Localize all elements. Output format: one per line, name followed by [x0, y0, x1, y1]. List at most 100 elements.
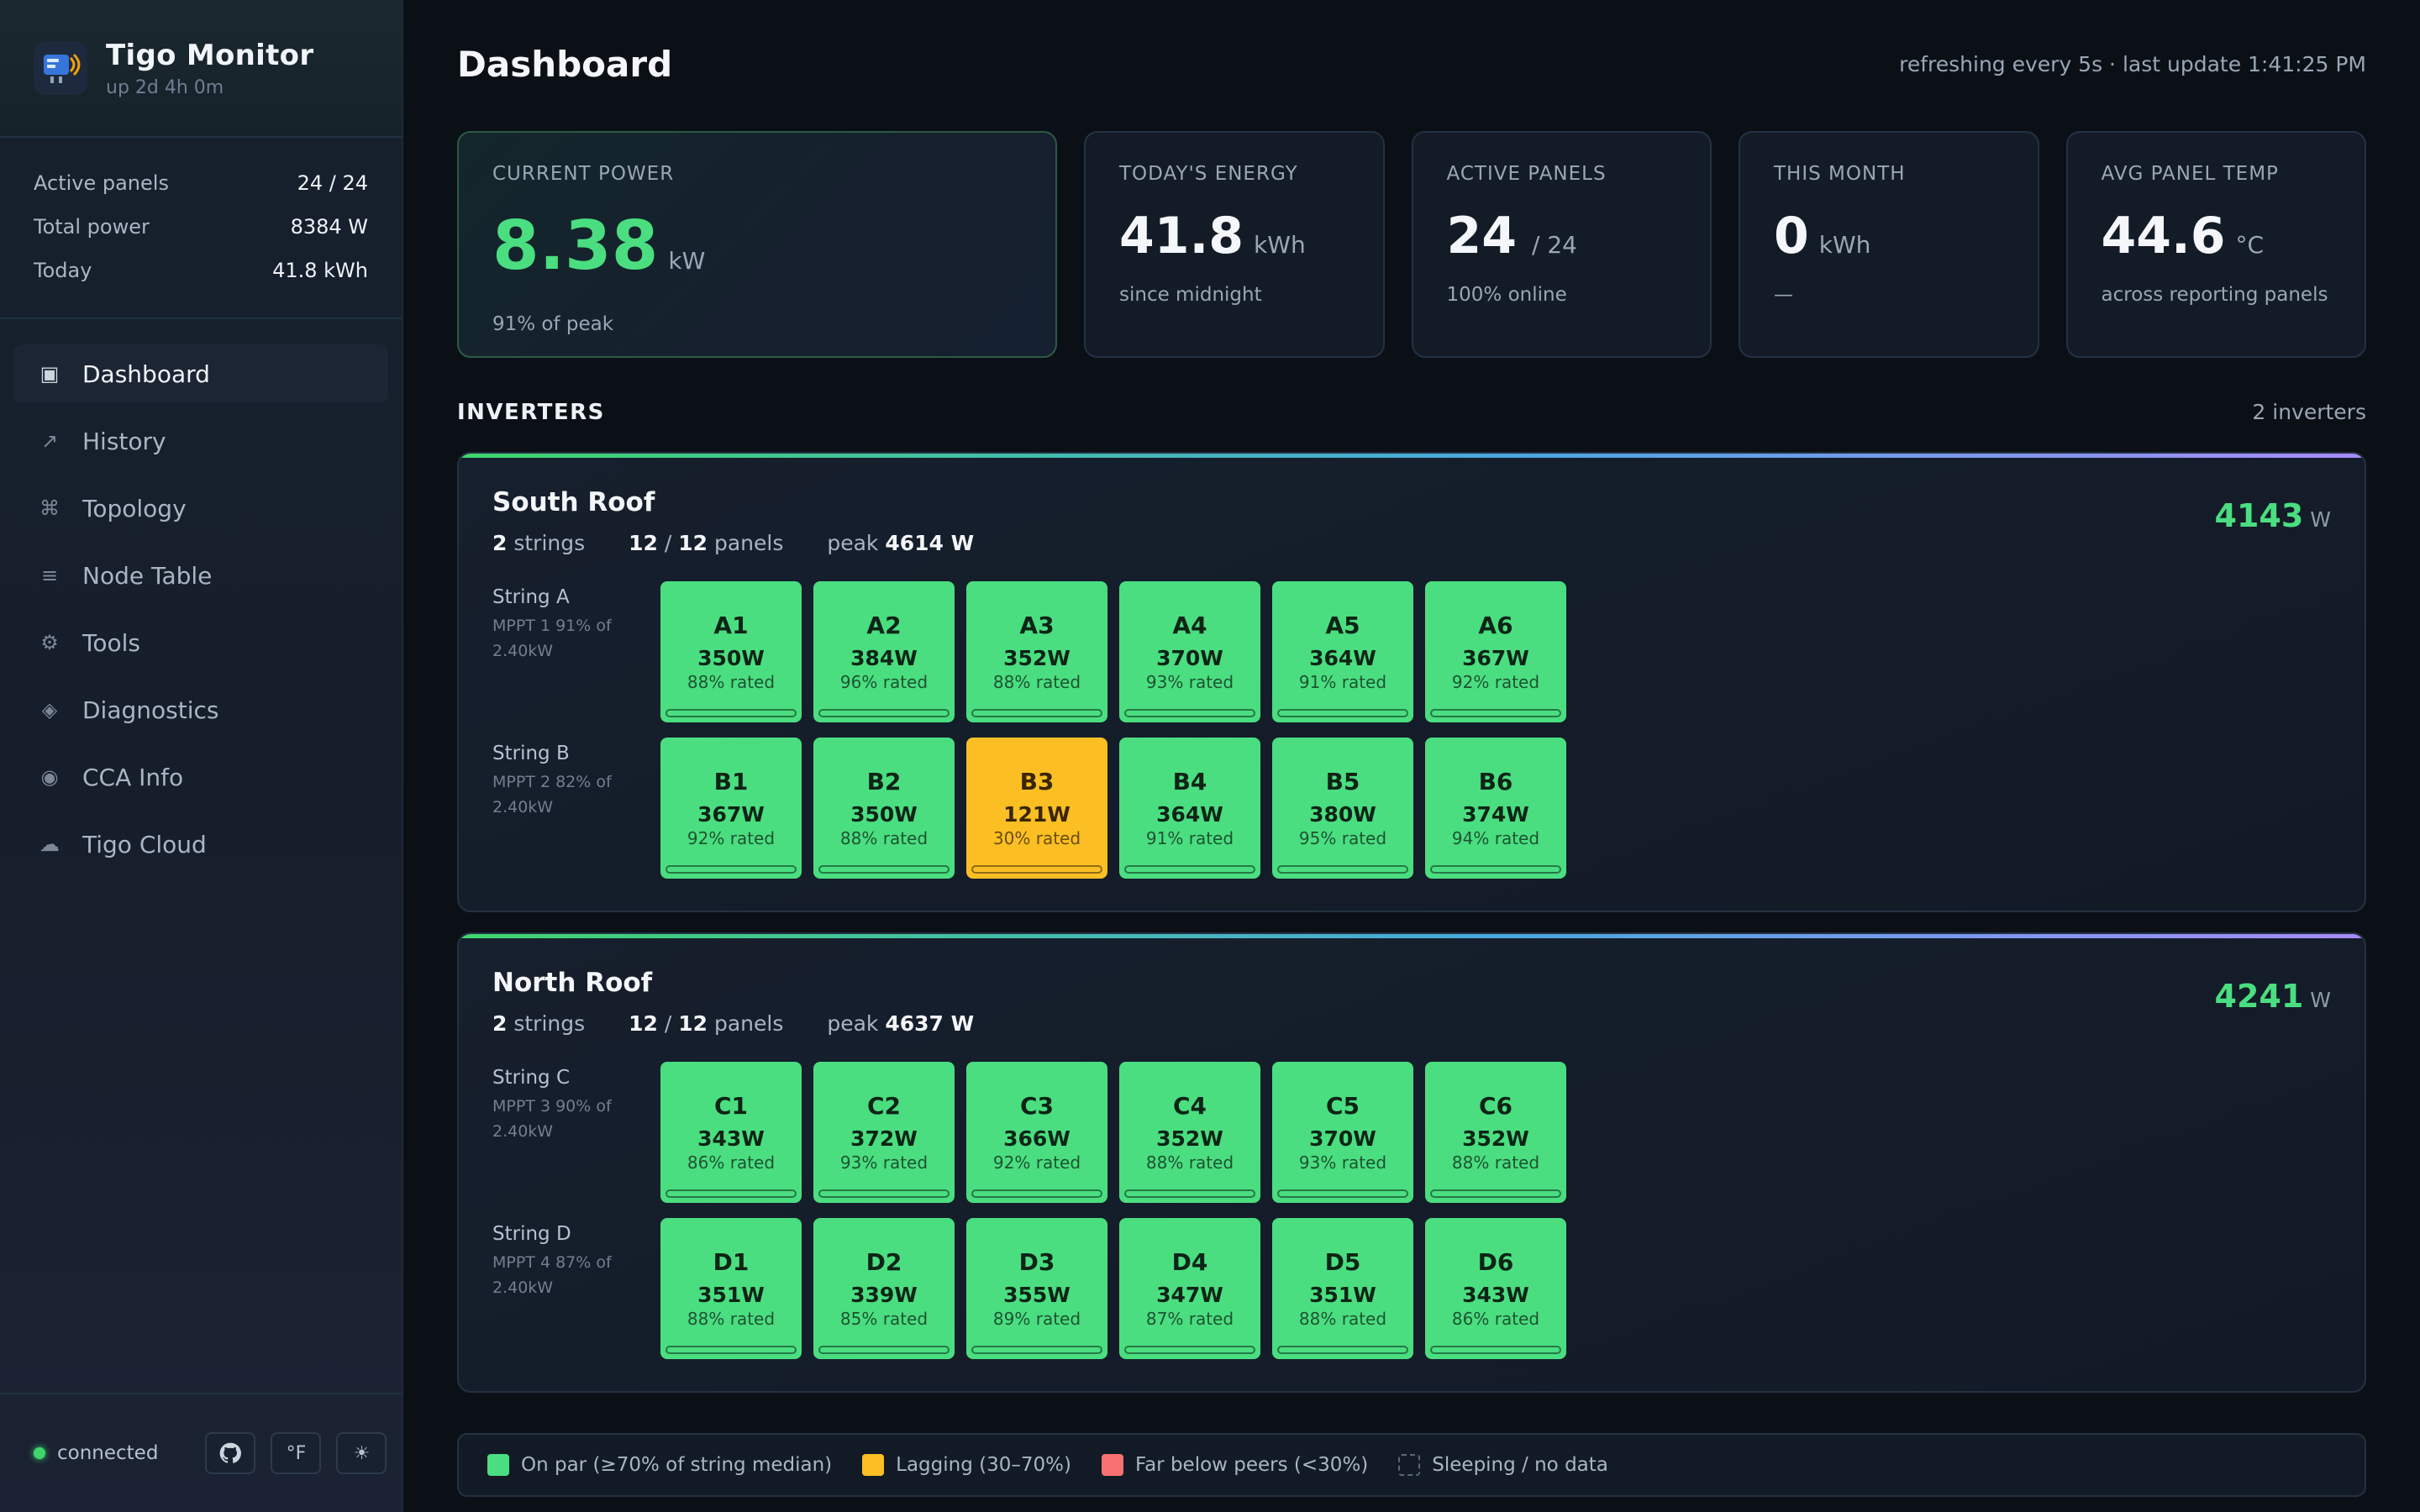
panel-tile[interactable]: A1 350W 88% rated — [660, 581, 802, 722]
panel-tile[interactable]: B2 350W 88% rated — [813, 738, 955, 879]
panel-rated: 92% rated — [687, 828, 776, 848]
panel-tile[interactable]: C3 366W 92% rated — [966, 1062, 1107, 1203]
panel-id: B3 — [1019, 768, 1055, 795]
connection-status-dot — [34, 1447, 45, 1459]
panel-watts: 121W — [1003, 802, 1071, 827]
panel-bar — [1430, 865, 1561, 874]
panel-id: C4 — [1172, 1092, 1207, 1120]
nav-item-tools[interactable]: ⚙ Tools — [13, 613, 388, 672]
panel-tile[interactable]: D6 343W 86% rated — [1425, 1218, 1566, 1359]
panel-tile[interactable]: B6 374W 94% rated — [1425, 738, 1566, 879]
sidebar-footer: connected °F ☀ — [0, 1393, 403, 1512]
panel-bar — [818, 709, 950, 717]
inverters-header: INVERTERS 2 inverters — [457, 400, 2366, 425]
connection-status-label: connected — [57, 1442, 159, 1464]
panel-rated: 91% rated — [1298, 672, 1387, 692]
panel-rated: 88% rated — [1298, 1309, 1387, 1329]
card-number: 0 — [1774, 207, 1809, 265]
legend-item-on-par: On par (≥70% of string median) — [487, 1454, 832, 1476]
list-icon: ≡ — [40, 564, 59, 587]
nav-item-diagnostics[interactable]: ◈ Diagnostics — [13, 680, 388, 739]
card-number: 41.8 — [1119, 207, 1244, 265]
uptime-label: up 2d 4h 0m — [106, 76, 224, 98]
panel-tile[interactable]: A3 352W 88% rated — [966, 581, 1107, 722]
inverter-count: 2 inverters — [2252, 400, 2366, 424]
panel-rated: 88% rated — [687, 672, 776, 692]
nav-item-cca-info[interactable]: ◉ CCA Info — [13, 748, 388, 806]
panel-tile[interactable]: C1 343W 86% rated — [660, 1062, 802, 1203]
panel-tile[interactable]: C5 370W 93% rated — [1272, 1062, 1413, 1203]
nav-item-tigo-cloud[interactable]: ☁ Tigo Cloud — [13, 815, 388, 874]
panel-tile[interactable]: C2 372W 93% rated — [813, 1062, 955, 1203]
summary-cards: Current Power 8.38 kW 91% of peak Today'… — [457, 131, 2366, 358]
panel-watts: 350W — [850, 802, 918, 827]
card-unit: kWh — [1254, 231, 1306, 259]
panel-tile[interactable]: B5 380W 95% rated — [1272, 738, 1413, 879]
panels-active: 12 — [629, 1011, 658, 1036]
panel-tile[interactable]: A4 370W 93% rated — [1119, 581, 1260, 722]
panel-id: C6 — [1478, 1092, 1513, 1120]
topology-icon: ⌘ — [39, 496, 60, 520]
panel-bar — [1124, 1346, 1255, 1354]
status-legend: On par (≥70% of string median) Lagging (… — [457, 1433, 2366, 1497]
panel-bar — [666, 1189, 797, 1198]
nav-item-dashboard[interactable]: ▣ Dashboard — [13, 344, 388, 403]
nav-item-topology[interactable]: ⌘ Topology — [13, 479, 388, 538]
panel-id: C5 — [1325, 1092, 1360, 1120]
panel-bar — [971, 1346, 1102, 1354]
panel-tile[interactable]: B1 367W 92% rated — [660, 738, 802, 879]
panel-tile[interactable]: D4 347W 87% rated — [1119, 1218, 1260, 1359]
nav-item-label: Tigo Cloud — [82, 830, 207, 858]
panel-tile[interactable]: C4 352W 88% rated — [1119, 1062, 1260, 1203]
inverter-card-north-roof: North Roof 2 strings 12 / 12 panels peak… — [457, 932, 2366, 1393]
trend-icon: ↗ — [40, 429, 59, 453]
dashboard-icon: ▣ — [39, 362, 60, 386]
card-value: 24 / 24 — [1447, 207, 1677, 265]
panel-tile[interactable]: D3 355W 89% rated — [966, 1218, 1107, 1359]
panel-id: C3 — [1019, 1092, 1055, 1120]
main-nav: ▣ Dashboard ↗ History ⌘ Topology ≡ Node … — [0, 319, 402, 874]
github-button[interactable] — [205, 1432, 256, 1474]
stat-value: 24 / 24 — [297, 171, 368, 195]
panel-tile[interactable]: D2 339W 85% rated — [813, 1218, 955, 1359]
string-row: String B MPPT 2 82% of 2.40kW B1 367W 92% … — [492, 738, 1566, 879]
card-value: 44.6 °C — [2102, 207, 2332, 265]
nav-item-label: Diagnostics — [82, 696, 219, 724]
panel-tile[interactable]: A5 364W 91% rated — [1272, 581, 1413, 722]
panel-bar — [971, 709, 1102, 717]
string-label: String A MPPT 1 91% of 2.40kW — [492, 581, 660, 722]
panel-bar — [818, 865, 950, 874]
panel-tile[interactable]: D5 351W 88% rated — [1272, 1218, 1413, 1359]
string-count: 2 — [492, 1011, 508, 1036]
panel-watts: 374W — [1462, 802, 1529, 827]
legend-label: On par (≥70% of string median) — [521, 1454, 833, 1476]
nav-item-history[interactable]: ↗ History — [13, 412, 388, 470]
panel-bar — [818, 1346, 950, 1354]
panel-tile[interactable]: B4 364W 91% rated — [1119, 738, 1260, 879]
stat-label: Total power — [34, 215, 150, 239]
panel-id: A6 — [1478, 612, 1513, 639]
panel-id: A4 — [1172, 612, 1207, 639]
string-meta: MPPT 1 91% of 2.40kW — [492, 617, 612, 660]
peak-word: peak — [827, 531, 879, 555]
strings-word: strings — [513, 531, 586, 555]
inverter-meta: 2 strings 12 / 12 panels peak 4637 W — [492, 1011, 975, 1036]
card-label: Avg Panel Temp — [2101, 163, 2279, 185]
panel-rated: 86% rated — [1451, 1309, 1540, 1329]
card-value: 0 kWh — [1774, 207, 2004, 265]
theme-toggle-sun-icon[interactable]: ☀ — [336, 1432, 387, 1474]
panel-tile[interactable]: C6 352W 88% rated — [1425, 1062, 1566, 1203]
nav-item-node-table[interactable]: ≡ Node Table — [13, 546, 388, 605]
panel-watts: 343W — [1462, 1283, 1529, 1307]
temperature-unit-toggle[interactable]: °F — [271, 1432, 322, 1474]
inverter-power-value: 4143 — [2214, 497, 2304, 534]
panel-tile[interactable]: A2 384W 96% rated — [813, 581, 955, 722]
panel-rated: 92% rated — [1451, 672, 1540, 692]
panel-tile-lagging[interactable]: B3 121W 30% rated — [966, 738, 1107, 879]
panel-tile[interactable]: D1 351W 88% rated — [660, 1218, 802, 1359]
panel-rated: 91% rated — [1145, 828, 1234, 848]
panel-watts: 367W — [1462, 646, 1529, 670]
string-meta: MPPT 2 82% of 2.40kW — [492, 773, 612, 816]
stat-value: 41.8 kWh — [272, 259, 368, 282]
panel-tile[interactable]: A6 367W 92% rated — [1425, 581, 1566, 722]
